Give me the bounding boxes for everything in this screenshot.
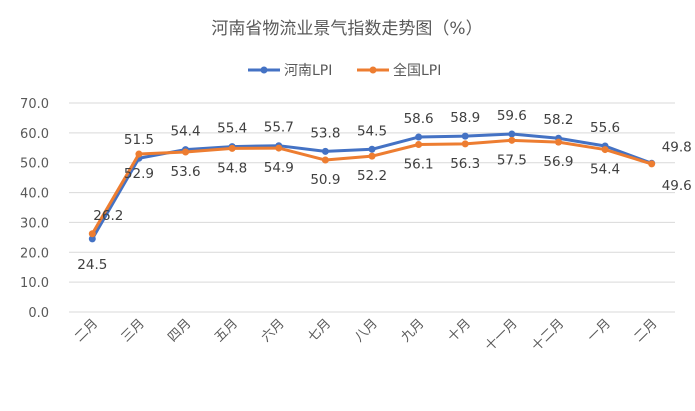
data-label: 49.8 bbox=[662, 139, 692, 155]
legend-marker-national bbox=[369, 66, 377, 74]
y-tick-label: 20.0 bbox=[20, 246, 49, 261]
data-label: 50.9 bbox=[310, 172, 340, 188]
y-tick-label: 10.0 bbox=[20, 276, 49, 291]
data-label: 54.9 bbox=[264, 160, 294, 176]
data-label: 24.5 bbox=[77, 257, 107, 273]
data-label: 52.9 bbox=[124, 166, 154, 182]
data-label: 53.8 bbox=[310, 125, 340, 141]
legend-label-national: 全国LPI bbox=[393, 62, 441, 79]
data-label: 55.4 bbox=[217, 121, 247, 137]
data-point bbox=[88, 230, 96, 238]
data-label: 54.4 bbox=[590, 162, 620, 178]
legend-marker-henan bbox=[260, 66, 268, 74]
y-tick-label: 0.0 bbox=[28, 306, 49, 321]
series-layer bbox=[88, 130, 656, 243]
legend-item-henan: 河南LPI bbox=[248, 63, 332, 79]
data-label: 55.6 bbox=[590, 120, 620, 136]
data-label: 57.5 bbox=[497, 152, 527, 168]
data-label: 58.9 bbox=[450, 110, 480, 126]
y-axis-tick-labels: 0.0 10.0 20.0 30.0 40.0 50.0 60.0 70.0 bbox=[20, 97, 49, 321]
data-point bbox=[275, 144, 283, 152]
data-point bbox=[415, 133, 423, 141]
data-label: 26.2 bbox=[93, 208, 123, 224]
data-point bbox=[321, 156, 329, 164]
data-point bbox=[554, 138, 562, 146]
data-label: 56.9 bbox=[543, 154, 573, 170]
y-tick-label: 50.0 bbox=[20, 157, 49, 172]
data-label: 56.3 bbox=[450, 156, 480, 172]
y-tick-label: 70.0 bbox=[20, 97, 49, 112]
data-point bbox=[508, 136, 516, 144]
data-point bbox=[601, 146, 609, 154]
data-point bbox=[321, 147, 329, 155]
series-1 bbox=[88, 136, 656, 238]
data-point bbox=[648, 160, 656, 168]
data-point bbox=[461, 140, 469, 148]
data-label: 56.1 bbox=[404, 157, 434, 173]
data-point bbox=[88, 235, 96, 243]
data-point bbox=[182, 148, 190, 156]
data-point bbox=[368, 152, 376, 160]
y-tick-label: 40.0 bbox=[20, 187, 49, 202]
data-label: 52.2 bbox=[357, 168, 387, 184]
y-tick-label: 30.0 bbox=[20, 216, 49, 231]
data-label: 51.5 bbox=[124, 132, 154, 148]
data-label: 54.5 bbox=[357, 123, 387, 139]
data-label: 54.8 bbox=[217, 160, 247, 176]
data-point bbox=[368, 145, 376, 153]
data-point bbox=[461, 132, 469, 140]
chart-title: 河南省物流业景气指数走势图（%） bbox=[211, 19, 482, 39]
data-label: 58.6 bbox=[404, 111, 434, 127]
data-label: 49.6 bbox=[662, 178, 692, 194]
legend: 河南LPI 全国LPI bbox=[248, 62, 441, 79]
legend-label-henan: 河南LPI bbox=[284, 63, 332, 79]
data-point bbox=[228, 144, 236, 152]
data-point bbox=[508, 130, 516, 138]
data-label: 55.7 bbox=[264, 120, 294, 136]
data-point bbox=[415, 141, 423, 149]
data-label: 59.6 bbox=[497, 108, 527, 124]
data-labels: 24.5 51.5 54.4 55.4 55.7 53.8 54.5 58.6 58.9 59.6… bbox=[77, 108, 691, 273]
data-label: 54.4 bbox=[171, 124, 201, 140]
gridlines bbox=[69, 102, 675, 313]
legend-item-national: 全国LPI bbox=[357, 62, 441, 79]
data-label: 53.6 bbox=[171, 164, 201, 180]
y-tick-label: 60.0 bbox=[20, 127, 49, 142]
data-label: 58.2 bbox=[543, 112, 573, 128]
data-point bbox=[135, 150, 143, 158]
